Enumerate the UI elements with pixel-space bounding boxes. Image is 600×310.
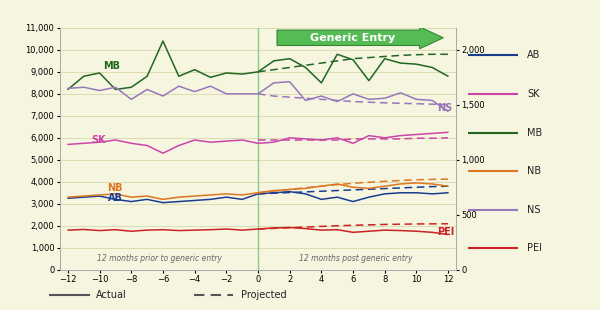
- Text: SK: SK: [527, 89, 540, 99]
- Text: AB: AB: [527, 50, 541, 60]
- Text: 12 months prior to generic entry: 12 months prior to generic entry: [97, 254, 222, 263]
- Text: AB: AB: [107, 193, 122, 203]
- Text: Actual: Actual: [97, 290, 127, 299]
- Text: 12 months post generic entry: 12 months post generic entry: [299, 254, 413, 263]
- Text: NS: NS: [437, 103, 452, 113]
- Text: SK: SK: [92, 135, 106, 145]
- FancyArrow shape: [277, 27, 443, 49]
- Text: Generic Entry: Generic Entry: [310, 33, 395, 42]
- Text: NS: NS: [527, 205, 541, 215]
- Text: MB: MB: [527, 128, 542, 138]
- Text: PEI: PEI: [527, 243, 542, 254]
- Text: MB: MB: [103, 61, 120, 71]
- Text: NB: NB: [527, 166, 542, 176]
- Text: NB: NB: [107, 183, 123, 193]
- Text: PEI: PEI: [437, 227, 454, 237]
- Text: Projected: Projected: [241, 290, 286, 299]
